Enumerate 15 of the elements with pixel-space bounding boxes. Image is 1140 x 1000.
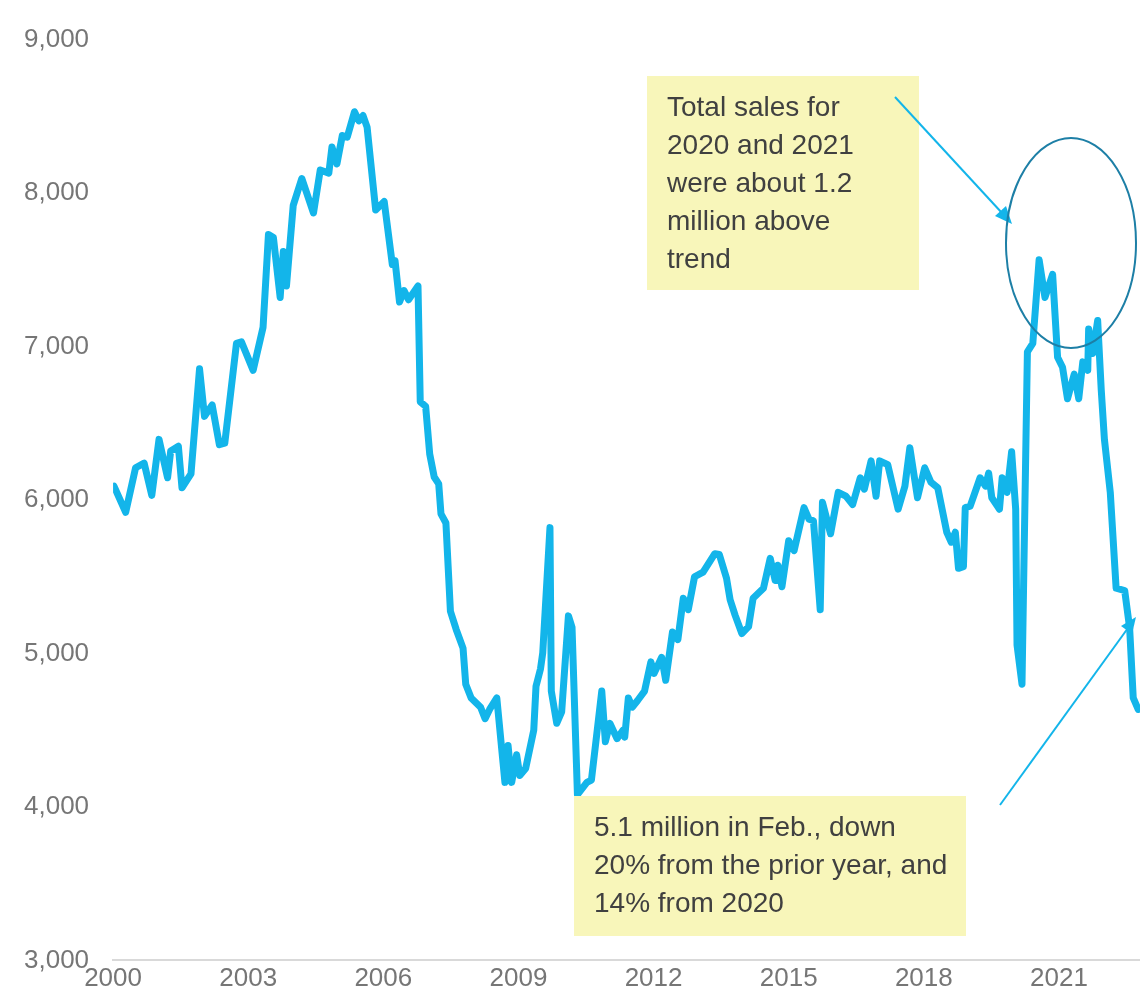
x-tick-label: 2006	[354, 962, 413, 993]
x-tick-label: 2015	[759, 962, 818, 993]
x-tick-label: 2003	[219, 962, 278, 993]
y-tick-label: 6,000	[23, 483, 90, 514]
y-tick-label: 5,000	[23, 636, 90, 667]
x-tick-label: 2012	[624, 962, 683, 993]
x-tick-label: 2009	[489, 962, 548, 993]
y-tick-label: 9,000	[23, 22, 90, 53]
y-tick-label: 7,000	[23, 329, 90, 360]
y-tick-label: 8,000	[23, 176, 90, 207]
x-tick-label: 2021	[1030, 962, 1088, 993]
y-tick-label: 4,000	[23, 790, 90, 821]
annotation: Total sales for 2020 and 2021 were about 1.2 million above trend	[647, 76, 919, 290]
x-tick-label: 2018	[894, 962, 953, 993]
annotation: 5.1 million in Feb., down 20% from the prior year, and 14% from 2020	[574, 796, 966, 936]
